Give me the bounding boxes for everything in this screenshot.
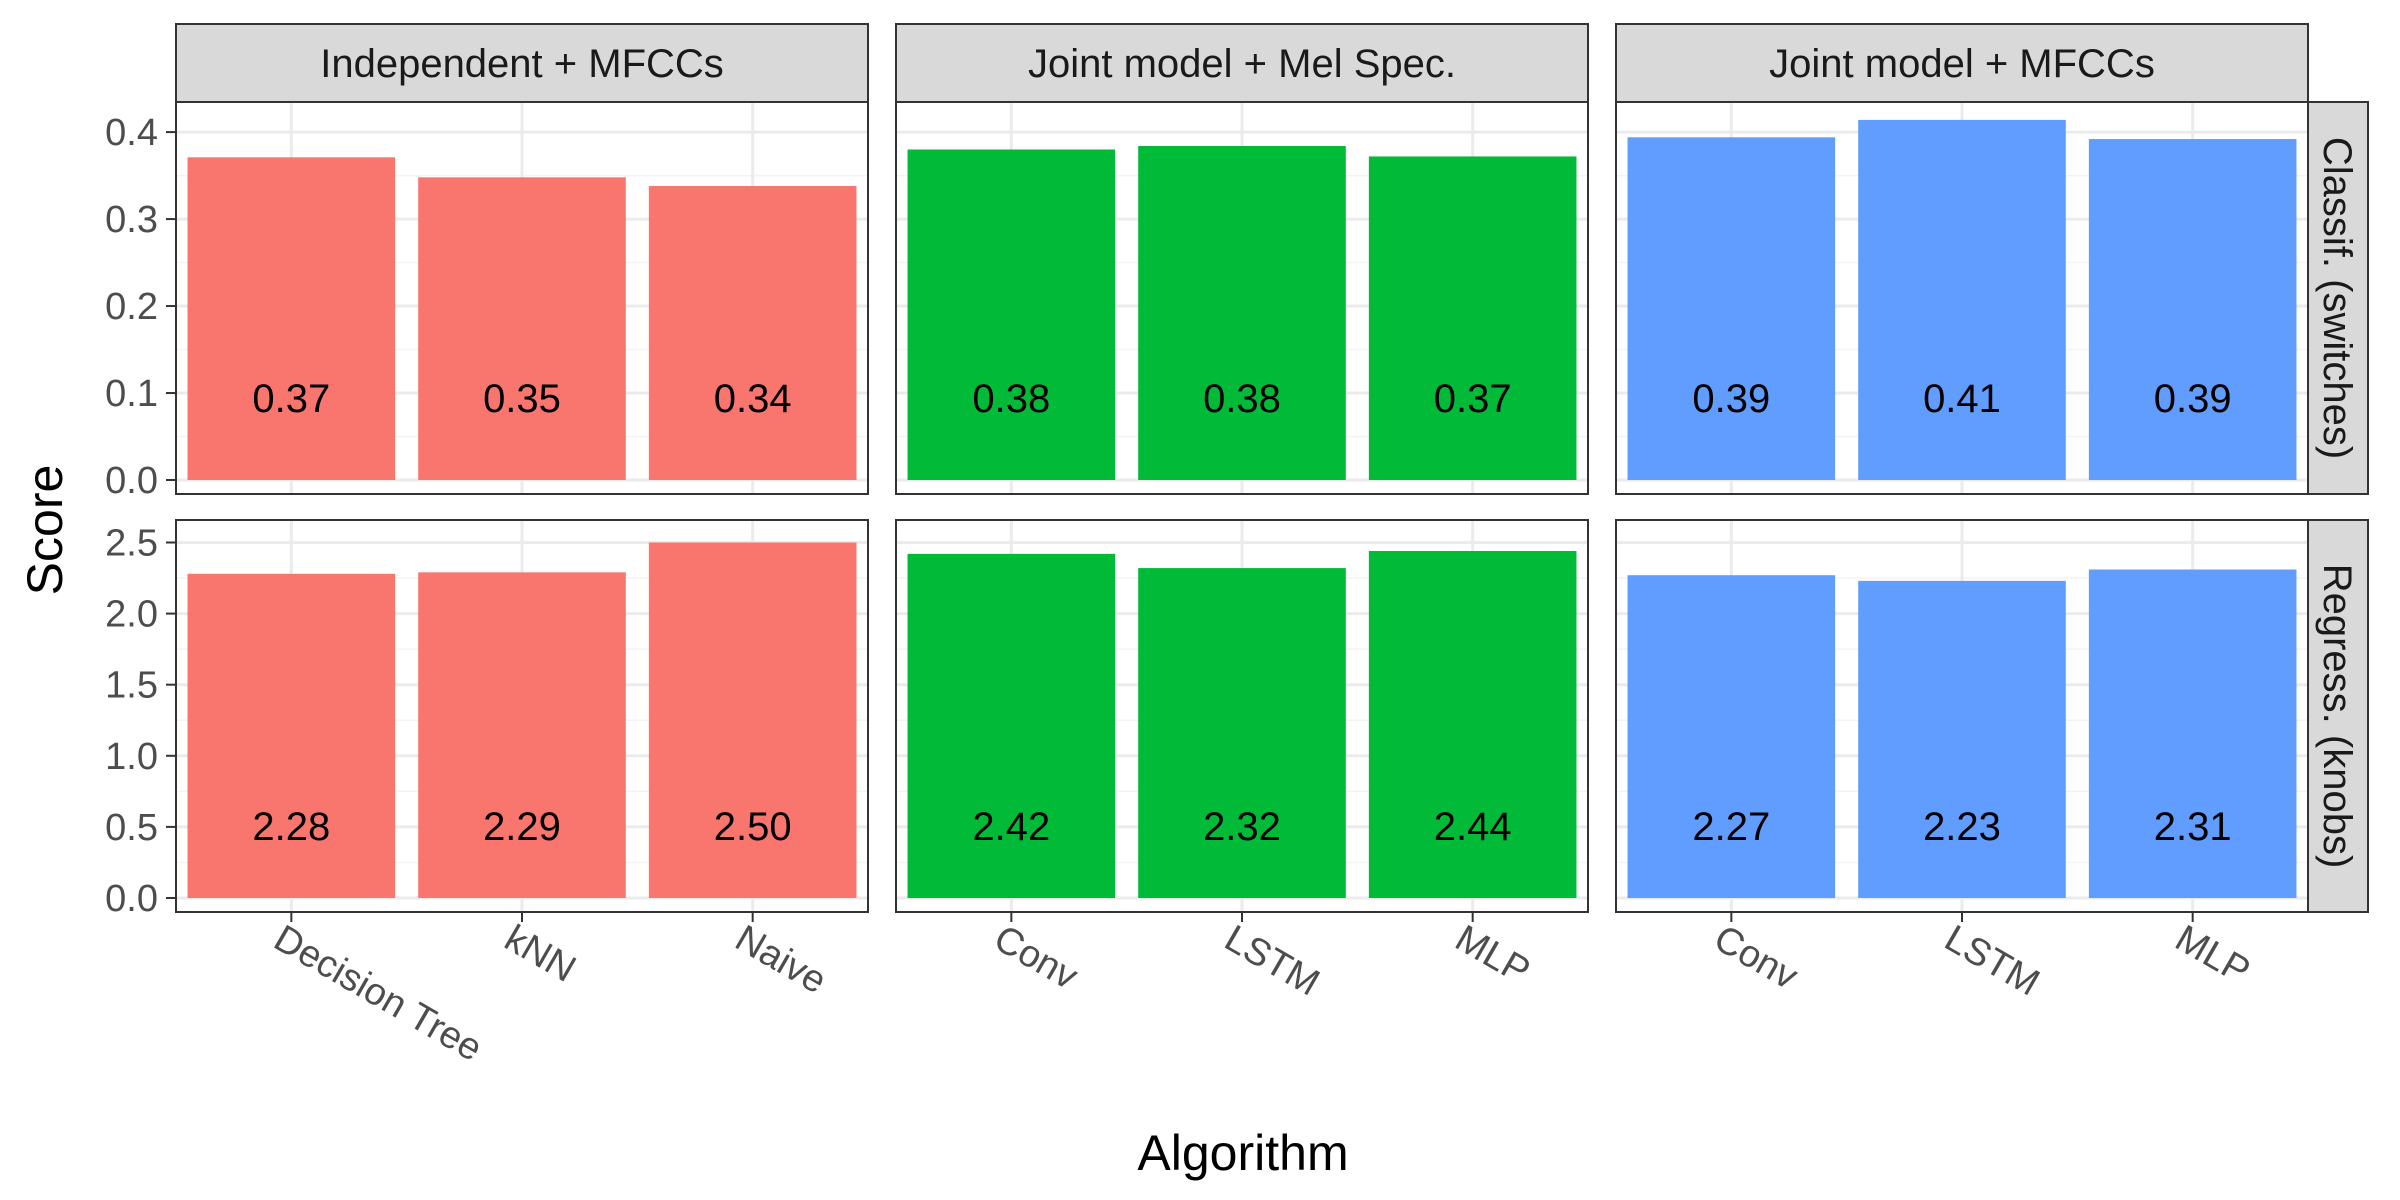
- bar: [1627, 137, 1836, 480]
- y-tick-label: 0.5: [105, 807, 158, 849]
- row-strip: [2307, 101, 2369, 495]
- y-tick-label: 0.0: [105, 878, 158, 920]
- data-label: 2.31: [2154, 805, 2232, 849]
- row-strip-group: Regress. (knobs): [2307, 519, 2369, 913]
- column-strip-label: Joint model + Mel Spec.: [1028, 42, 1456, 86]
- data-label: 2.29: [483, 805, 561, 849]
- data-label: 0.41: [1923, 377, 2001, 421]
- bar: [907, 553, 1116, 898]
- facet-panel: 0.37 0.35 0.34 Independent + MFCCs 0.0 0.1 0.2…: [105, 23, 869, 502]
- data-label: 2.44: [1434, 805, 1512, 849]
- data-label: 2.50: [714, 805, 792, 849]
- column-strip: [175, 23, 869, 103]
- data-label: 0.37: [252, 377, 330, 421]
- column-strip-label: Joint model + MFCCs: [1769, 42, 2155, 86]
- data-label: 2.32: [1203, 805, 1281, 849]
- column-strip: [1615, 23, 2309, 103]
- y-tick-label: 0.3: [105, 199, 158, 241]
- data-label: 0.38: [972, 377, 1050, 421]
- bar: [648, 186, 857, 480]
- data-label: 2.42: [972, 805, 1050, 849]
- data-label: 0.38: [1203, 377, 1281, 421]
- facet-panel: 0.39 0.41 0.39 Joint model + MFCCs: [1615, 23, 2309, 495]
- row-strip-group: Classif. (switches): [2307, 101, 2369, 495]
- x-axis-title: Algorithm: [1137, 1125, 1348, 1181]
- bar: [1858, 580, 2066, 898]
- bar: [187, 573, 396, 898]
- x-tick-label: MLP: [1448, 917, 1537, 992]
- x-tick-label: Conv: [987, 917, 1085, 998]
- y-tick-label: 1.0: [105, 736, 158, 778]
- data-label: 0.39: [2154, 377, 2232, 421]
- data-label: 2.23: [1923, 805, 2001, 849]
- x-tick-label: Conv: [1707, 917, 1805, 998]
- y-tick-label: 2.5: [105, 522, 158, 564]
- data-label: 0.37: [1434, 377, 1512, 421]
- data-label: 0.34: [714, 377, 792, 421]
- column-strip-label: Independent + MFCCs: [320, 42, 724, 86]
- y-axis-title: Score: [17, 465, 73, 596]
- data-label: 2.27: [1692, 805, 1770, 849]
- y-tick-label: 2.0: [105, 594, 158, 636]
- x-tick-label: LSTM: [1218, 917, 1327, 1004]
- bar: [1138, 568, 1346, 898]
- bar: [2088, 569, 2297, 898]
- x-tick-label: Decision Tree: [267, 917, 489, 1070]
- x-tick-label: MLP: [2168, 917, 2257, 992]
- y-tick-label: 0.1: [105, 373, 158, 415]
- row-strip: [2307, 519, 2369, 913]
- y-tick-label: 0.4: [105, 112, 158, 154]
- facet-panel: 2.28 2.29 2.50 0.0 0.5 1.0 1.5 2.0 2.5 Decision T…: [105, 519, 869, 1070]
- facet-panel: 2.42 2.32 2.44 Conv LSTM MLP: [895, 519, 1589, 1004]
- x-tick-label: kNN: [498, 917, 583, 990]
- bar: [1368, 551, 1577, 898]
- data-label: 0.35: [483, 377, 561, 421]
- data-label: 2.28: [252, 805, 330, 849]
- y-tick-label: 0.0: [105, 460, 158, 502]
- bar: [187, 157, 396, 480]
- data-label: 0.39: [1692, 377, 1770, 421]
- x-tick-label: LSTM: [1938, 917, 2047, 1004]
- facet-panel: 2.27 2.23 2.31 Conv LSTM MLP: [1615, 519, 2309, 1004]
- y-tick-label: 1.5: [105, 665, 158, 707]
- row-strip-label: Classif. (switches): [2315, 137, 2359, 459]
- x-tick-label: Naive: [728, 917, 833, 1002]
- bar: [907, 149, 1116, 480]
- bar: [1627, 575, 1836, 898]
- y-tick-label: 0.2: [105, 286, 158, 328]
- bar: [1858, 119, 2066, 480]
- bar: [418, 177, 626, 480]
- panels: 0.37 0.35 0.34 Independent + MFCCs 0.0 0.1 0.2…: [105, 23, 2369, 1070]
- bar: [418, 572, 626, 898]
- bar: [1138, 146, 1346, 480]
- row-strip-label: Regress. (knobs): [2315, 564, 2359, 869]
- facet-panel: 0.38 0.38 0.37 Joint model + Mel Spec.: [895, 23, 1589, 495]
- bar: [1368, 156, 1577, 480]
- column-strip: [895, 23, 1589, 103]
- bar: [648, 542, 857, 898]
- bar: [2088, 139, 2297, 481]
